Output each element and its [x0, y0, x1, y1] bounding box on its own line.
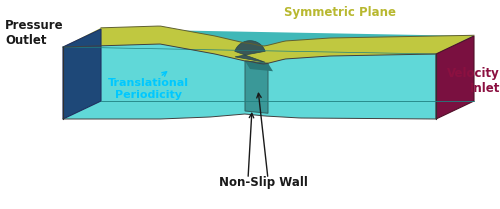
Polygon shape — [101, 29, 474, 101]
Polygon shape — [245, 61, 268, 113]
Polygon shape — [63, 26, 474, 64]
Polygon shape — [63, 44, 436, 119]
Polygon shape — [245, 61, 273, 71]
Polygon shape — [235, 41, 265, 62]
Text: Symmetric Plane: Symmetric Plane — [284, 6, 396, 19]
Polygon shape — [436, 36, 474, 119]
Polygon shape — [63, 29, 101, 119]
Text: Non-Slip Wall: Non-Slip Wall — [218, 176, 308, 189]
Text: Pressure
Outlet: Pressure Outlet — [5, 19, 64, 47]
Text: Translational
Periodicity: Translational Periodicity — [108, 78, 188, 100]
Text: Velocity
Inlet: Velocity Inlet — [448, 67, 500, 95]
